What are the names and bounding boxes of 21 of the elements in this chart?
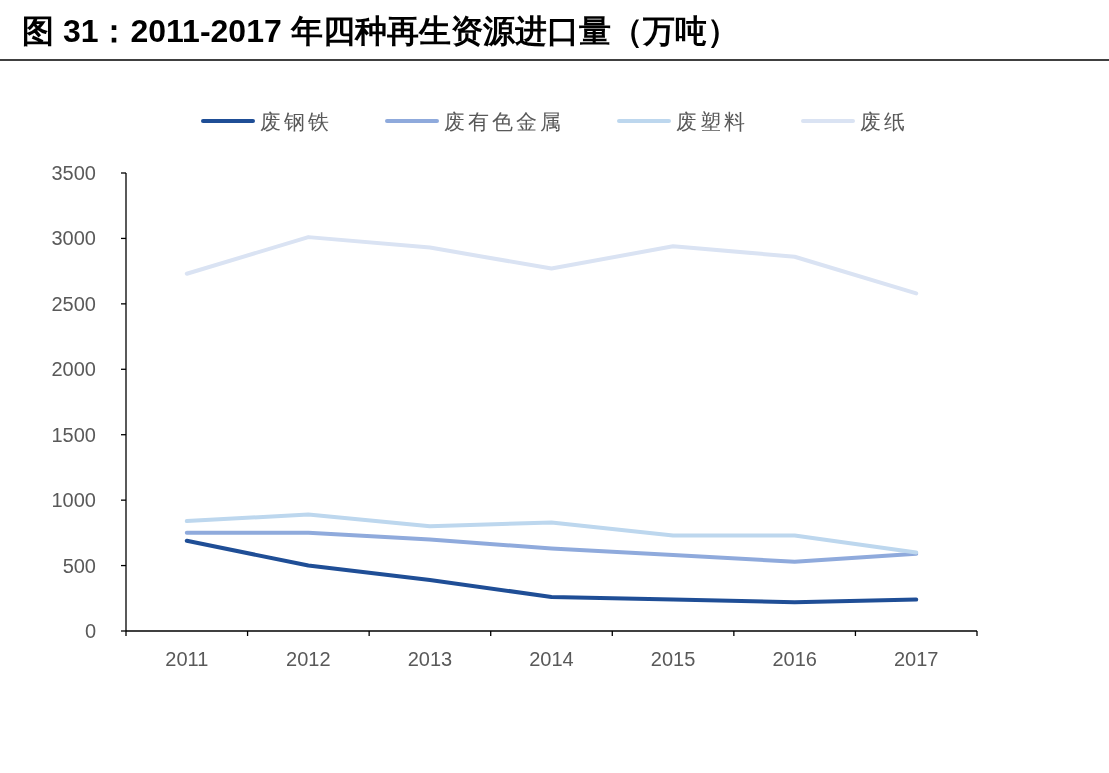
legend-label: 废纸 [860, 110, 908, 133]
y-tick-label: 3500 [51, 162, 96, 184]
x-tick-label: 2014 [529, 648, 574, 670]
x-tick-label: 2012 [286, 648, 331, 670]
y-tick-label: 2500 [51, 292, 96, 315]
x-tick-label: 2013 [407, 648, 453, 670]
y-tick-label: 0 [84, 620, 96, 642]
y-tick-label: 2000 [51, 358, 96, 381]
y-tick-label: 1000 [51, 489, 96, 512]
x-tick-label: 2016 [772, 648, 817, 670]
legend-label: 废钢铁 [260, 110, 332, 133]
plot: 0 500 1000 1500 2000 2500 3000 3500 2011 2012 2013 2014 2015 2016 2017 [51, 162, 978, 670]
legend-label: 废有色金属 [444, 110, 564, 133]
x-tick-label: 2011 [165, 648, 209, 670]
y-tick-label: 3000 [51, 227, 96, 250]
legend-label: 废塑料 [676, 110, 748, 133]
y-tick-label: 1500 [51, 423, 96, 446]
y-tick-label: 500 [62, 554, 96, 577]
x-tick-label: 2015 [650, 648, 696, 670]
x-tick-label: 2017 [893, 648, 939, 670]
title: 图 31：2011-2017 年四种再生资源进口量（万吨） [22, 13, 739, 49]
